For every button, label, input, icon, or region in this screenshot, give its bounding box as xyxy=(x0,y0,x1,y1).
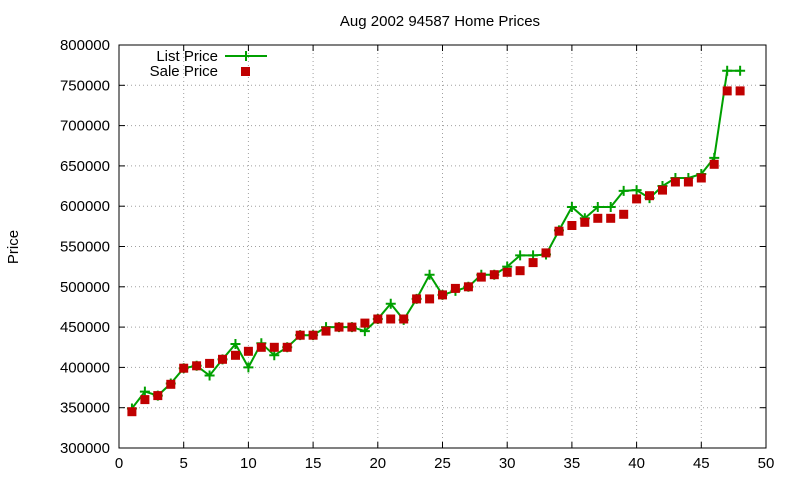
sale-price-point xyxy=(347,322,357,332)
legend-marker-sale-price xyxy=(241,67,250,76)
sale-price-point xyxy=(179,363,189,373)
sale-price-point xyxy=(140,395,150,405)
list-price-point xyxy=(269,350,280,361)
sale-price-point xyxy=(218,354,227,364)
list-price-point xyxy=(230,339,241,350)
sale-price-point xyxy=(373,314,383,324)
sale-price-point xyxy=(205,358,215,368)
list-price-point xyxy=(592,202,603,213)
sale-price-point xyxy=(722,86,732,96)
legend: List Price Sale Price xyxy=(150,48,267,80)
sale-price-point xyxy=(295,330,305,340)
sale-price-point xyxy=(321,326,331,336)
y-axis-label: Price xyxy=(5,230,22,264)
list-price-point xyxy=(243,362,254,373)
x-tick-label: 15 xyxy=(305,455,322,472)
sale-price-point xyxy=(412,294,422,304)
sale-price-point xyxy=(153,391,163,401)
tick-labels: 0 5 10 15 20 25 30 35 40 45 50 300000 350000 400000 45… xyxy=(60,37,774,472)
sale-price-point xyxy=(709,159,719,169)
list-price-point xyxy=(515,250,526,261)
legend-marker-list-price xyxy=(241,51,251,61)
sale-price-point xyxy=(515,266,525,276)
legend-label-list-price: List Price xyxy=(156,48,218,65)
sale-price-point xyxy=(399,314,409,324)
sale-price-point xyxy=(308,330,318,340)
sale-price-point xyxy=(696,173,706,183)
x-tick-label: 50 xyxy=(758,455,775,472)
y-tick-label: 750000 xyxy=(60,77,110,94)
list-price-point xyxy=(605,202,616,213)
sale-price-point xyxy=(670,177,680,187)
x-tick-label: 40 xyxy=(628,455,645,472)
y-tick-label: 450000 xyxy=(60,319,110,336)
list-price-line xyxy=(131,69,741,410)
y-tick-label: 300000 xyxy=(60,440,110,457)
sale-price-point xyxy=(386,314,396,324)
sale-price-point xyxy=(360,318,370,328)
list-price-point xyxy=(631,185,642,196)
sale-price-point xyxy=(683,177,693,187)
sale-price-point xyxy=(606,213,616,223)
chart-title: Aug 2002 94587 Home Prices xyxy=(340,13,540,30)
x-tick-label: 45 xyxy=(693,455,710,472)
series-sale-price xyxy=(127,86,745,417)
sale-price-point xyxy=(438,290,447,300)
sale-price-point xyxy=(502,267,512,277)
x-tick-label: 25 xyxy=(434,455,451,472)
x-tick-label: 20 xyxy=(369,455,386,472)
sale-price-point xyxy=(619,209,629,219)
sale-price-point xyxy=(658,185,667,195)
y-tick-label: 650000 xyxy=(60,158,110,175)
list-price-point xyxy=(139,386,150,397)
y-tick-label: 800000 xyxy=(60,37,110,54)
sale-price-point xyxy=(166,379,176,389)
sale-price-point xyxy=(567,221,577,230)
x-tick-label: 35 xyxy=(564,455,581,472)
y-tick-label: 350000 xyxy=(60,400,110,417)
sale-price-point xyxy=(243,346,253,356)
y-tick-label: 500000 xyxy=(60,279,110,296)
sale-price-point xyxy=(645,191,654,201)
sale-price-point xyxy=(735,86,745,96)
list-price-point xyxy=(566,202,577,213)
x-tick-label: 5 xyxy=(180,455,188,472)
y-tick-label: 600000 xyxy=(60,198,110,215)
sale-price-point xyxy=(282,342,292,352)
list-price-point xyxy=(424,269,435,280)
list-price-point xyxy=(618,185,629,196)
list-price-point xyxy=(359,326,370,337)
sale-price-point xyxy=(127,407,137,417)
y-tick-label: 700000 xyxy=(60,118,110,135)
y-tick-label: 400000 xyxy=(60,359,110,376)
sale-price-point xyxy=(476,272,486,282)
legend-label-sale-price: Sale Price xyxy=(150,63,218,80)
sale-price-point xyxy=(541,248,551,258)
x-tick-label: 0 xyxy=(115,455,123,472)
sale-price-point xyxy=(593,213,603,223)
x-tick-label: 10 xyxy=(240,455,257,472)
sale-price-point xyxy=(425,294,435,304)
list-price-point xyxy=(385,298,396,309)
list-price-point xyxy=(722,65,733,76)
list-price-point xyxy=(735,65,746,76)
sale-price-point xyxy=(231,350,240,360)
sale-price-point xyxy=(580,217,590,227)
sale-price-point xyxy=(269,342,279,352)
sale-price-point xyxy=(632,194,642,204)
sale-price-point xyxy=(450,283,460,293)
sale-price-point xyxy=(192,361,202,371)
sale-price-point xyxy=(334,322,344,332)
y-tick-label: 550000 xyxy=(60,239,110,256)
x-tick-label: 30 xyxy=(499,455,516,472)
sale-price-point xyxy=(528,258,538,268)
sale-price-point xyxy=(463,282,473,292)
list-price-point xyxy=(204,370,215,381)
ticks xyxy=(118,44,767,449)
sale-price-point xyxy=(489,270,499,280)
sale-price-point xyxy=(256,342,266,352)
sale-price-point xyxy=(554,226,564,236)
